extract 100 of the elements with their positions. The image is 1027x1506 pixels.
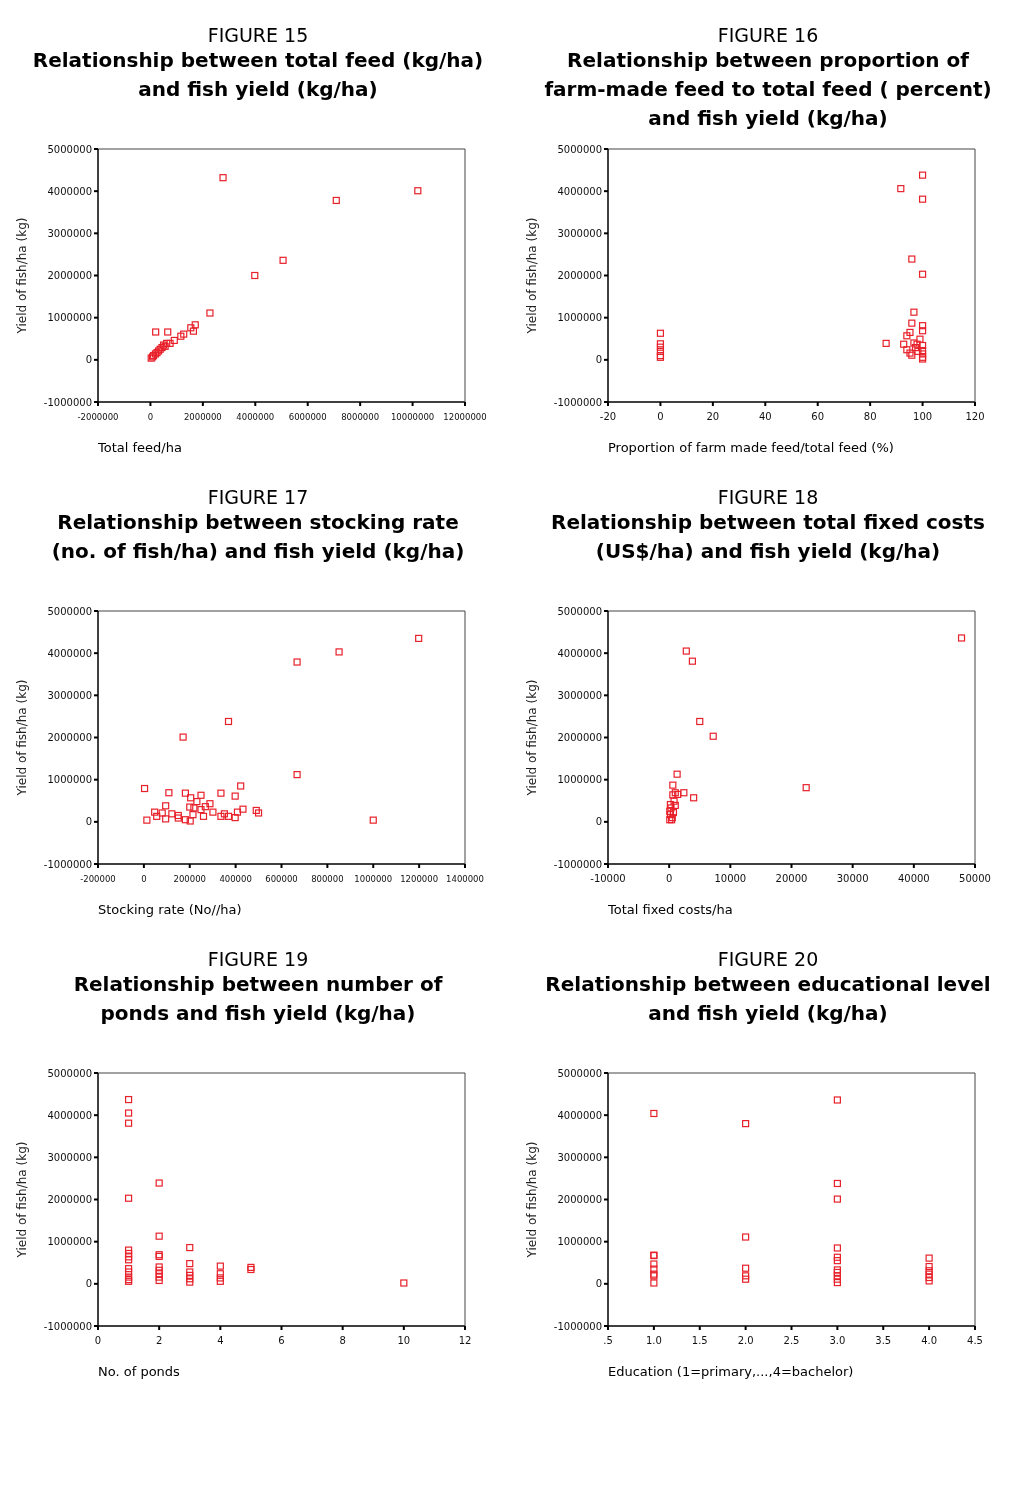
x-tick-label: 1400000 <box>446 874 484 884</box>
point <box>199 812 208 820</box>
y-tick-label: 1000000 <box>557 774 602 786</box>
point <box>216 1274 224 1282</box>
chart-title: FIGURE 15 <box>206 24 310 46</box>
x-tick-label: 800000 <box>311 874 344 884</box>
point <box>216 1262 224 1270</box>
point <box>186 803 194 811</box>
point <box>197 806 205 814</box>
point <box>918 171 927 179</box>
y-tick-label: 4000000 <box>47 185 92 197</box>
y-tick-label: 3000000 <box>47 1151 92 1163</box>
point <box>688 657 697 665</box>
chart-title: FIGURE 20 <box>716 948 820 970</box>
x-tick-label: 10000000 <box>390 412 435 422</box>
y-tick-label: 4000000 <box>47 1109 92 1121</box>
y-tick-label: 5000000 <box>557 1067 602 1079</box>
point <box>158 809 166 817</box>
x-tick-label: 12 <box>458 1335 472 1346</box>
x-tick-label: 400000 <box>219 874 252 884</box>
point <box>186 817 194 825</box>
y-tick-label: 5000000 <box>47 605 92 617</box>
point <box>217 812 225 820</box>
point <box>155 1273 163 1281</box>
x-tick-label: 1.0 <box>645 1335 662 1346</box>
point <box>206 309 214 317</box>
point <box>220 810 228 818</box>
y-axis-title: Yield of fish/ha (kg) <box>15 1141 30 1259</box>
y-tick-label: 2000000 <box>47 732 92 744</box>
x-tick-label: 4.0 <box>921 1335 938 1346</box>
point <box>186 1259 194 1268</box>
point <box>186 1243 194 1252</box>
y-tick-label: 0 <box>595 354 602 366</box>
point <box>918 327 927 335</box>
point <box>900 340 908 348</box>
point <box>177 332 185 340</box>
y-tick-label: 1000000 <box>557 312 602 324</box>
point <box>925 1270 933 1278</box>
point <box>174 814 182 822</box>
point <box>335 648 343 656</box>
y-tick-label: -1000000 <box>43 858 92 870</box>
point <box>201 803 209 811</box>
y-tick-label: 4000000 <box>557 1109 602 1121</box>
point <box>168 810 176 818</box>
point <box>669 781 677 789</box>
point <box>231 792 239 800</box>
x-tick-label: 3.5 <box>875 1335 892 1346</box>
x-tick-label: 12000000 <box>443 412 487 422</box>
y-tick-label: 3000000 <box>557 227 602 239</box>
chart-subtitle: Relationship between number of ponds and fish yield (kg/ha) <box>72 971 444 1027</box>
point <box>833 1244 841 1252</box>
point <box>153 812 161 820</box>
point <box>369 816 377 824</box>
point <box>216 1277 224 1285</box>
point <box>925 1267 933 1275</box>
x-tick-label: 4000000 <box>236 412 275 422</box>
point <box>143 816 151 824</box>
x-tick-label: 40 <box>758 411 772 422</box>
y-tick-label: 1000000 <box>557 1236 602 1248</box>
chart-title: FIGURE 16 <box>716 24 820 46</box>
y-tick-label: 3000000 <box>557 1151 602 1163</box>
x-tick-label: 2.0 <box>737 1335 754 1346</box>
y-tick-label: 5000000 <box>47 1067 92 1079</box>
x-tick-label: 0 <box>94 1335 102 1346</box>
point <box>224 717 233 726</box>
point <box>233 808 242 816</box>
x-tick-label: 200000 <box>173 874 206 884</box>
point <box>147 354 155 362</box>
point <box>908 255 916 263</box>
point <box>254 809 263 817</box>
point <box>206 800 214 808</box>
point <box>903 346 911 354</box>
point <box>656 340 665 348</box>
point <box>155 1276 163 1285</box>
y-tick-label: 0 <box>85 816 92 828</box>
point <box>332 196 340 205</box>
point <box>293 771 301 779</box>
point <box>155 1270 163 1278</box>
y-tick-label: 0 <box>595 1278 602 1290</box>
point <box>910 308 918 316</box>
point <box>925 1277 933 1285</box>
point <box>742 1120 750 1128</box>
y-tick-label: 0 <box>85 354 92 366</box>
point <box>669 808 678 817</box>
point <box>189 811 197 819</box>
point <box>155 1263 163 1271</box>
point <box>925 1273 933 1282</box>
point <box>897 185 905 193</box>
point <box>918 195 927 203</box>
point <box>224 812 233 820</box>
x-tick-label: 3.0 <box>829 1335 846 1346</box>
point <box>742 1275 750 1283</box>
y-tick-label: 1000000 <box>47 312 92 324</box>
point <box>155 1232 163 1240</box>
y-axis-title: Yield of fish/ha (kg) <box>15 679 30 797</box>
x-tick-label: 60 <box>811 411 825 422</box>
x-tick-label: 4.5 <box>967 1335 983 1346</box>
point <box>124 1194 133 1202</box>
x-tick-label: 0 <box>141 874 147 884</box>
point <box>833 1253 841 1261</box>
